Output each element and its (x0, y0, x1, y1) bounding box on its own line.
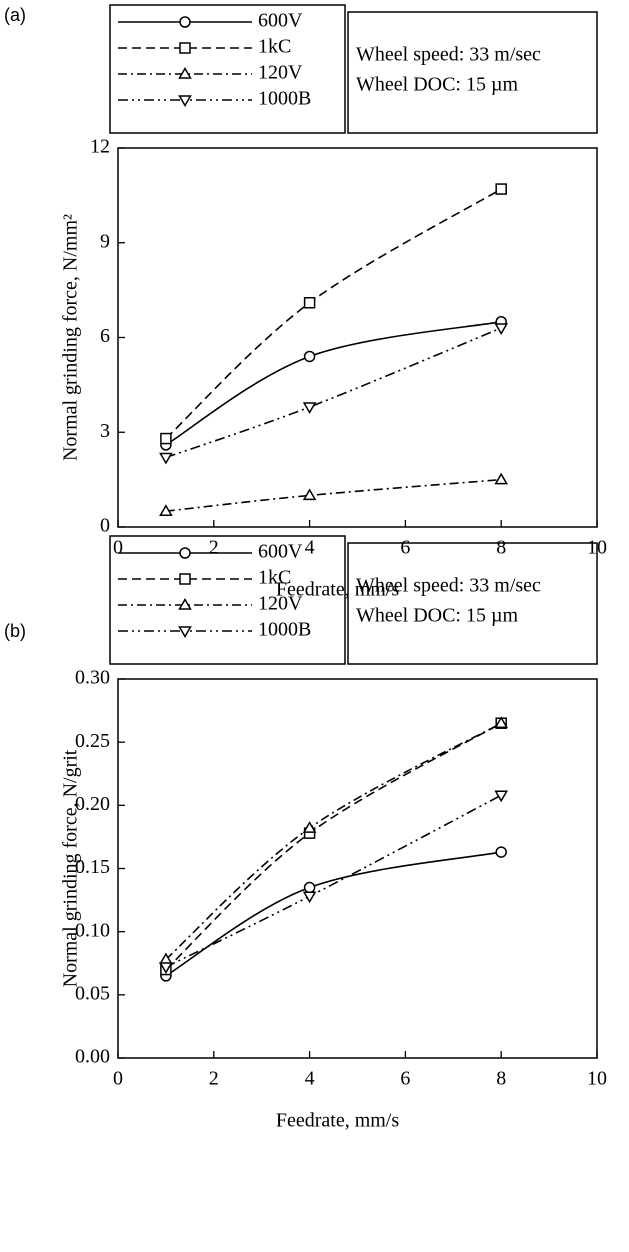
annotation: Wheel DOC: 15 µm (356, 605, 518, 627)
annotation: Wheel speed: 33 m/sec (356, 575, 541, 597)
panel-label: (a) (4, 5, 26, 25)
y-tick-label: 0.30 (75, 667, 110, 689)
annotation-box (347, 542, 598, 665)
x-axis-label: Feedrate, mm/s (276, 1110, 400, 1132)
y-tick-label: 0 (100, 515, 110, 537)
y-tick-label: 0.20 (75, 793, 110, 815)
data-point (494, 323, 509, 336)
data-point (302, 821, 317, 833)
x-tick-label: 2 (209, 537, 219, 559)
data-point (495, 183, 507, 195)
y-tick-label: 0.00 (75, 1046, 110, 1068)
marker (179, 16, 191, 28)
x-tick-label: 6 (400, 1068, 410, 1090)
x-tick-label: 10 (587, 1068, 607, 1090)
x-axis-label: Feedrate, mm/s (276, 579, 400, 601)
y-tick-label: 6 (100, 325, 110, 347)
x-tick-label: 4 (305, 537, 315, 559)
data-point (159, 504, 173, 516)
plot-frame (117, 678, 598, 1059)
marker (178, 95, 192, 107)
y-axis-label: Normal grinding force, N/mm² (60, 214, 82, 461)
series-line (165, 327, 502, 459)
data-point (494, 716, 509, 728)
y-tick-label: 0.15 (75, 856, 110, 878)
legend-box (109, 4, 346, 134)
legend-label: 120V (258, 62, 303, 84)
legend-label: 1kC (258, 567, 291, 589)
data-point (302, 891, 317, 904)
x-tick-label: 6 (400, 537, 410, 559)
data-point (160, 432, 172, 445)
data-point (495, 846, 507, 858)
data-point (303, 881, 316, 894)
marker (178, 626, 192, 638)
data-point (302, 402, 317, 414)
data-point (494, 472, 509, 485)
x-tick-label: 8 (496, 1068, 506, 1090)
data-point (303, 350, 316, 363)
x-tick-label: 4 (305, 1068, 315, 1090)
marker (179, 547, 191, 559)
marker (178, 67, 192, 79)
y-tick-label: 3 (100, 420, 110, 442)
y-tick-label: 0.05 (75, 982, 110, 1004)
legend-label: 120V (258, 593, 303, 615)
marker (179, 573, 191, 585)
x-tick-label: 2 (209, 1068, 219, 1090)
legend-box (109, 535, 346, 665)
series-line (165, 320, 502, 446)
panel-label: (b) (4, 621, 26, 641)
data-point (302, 488, 317, 501)
y-tick-label: 12 (90, 136, 110, 158)
data-point (159, 962, 173, 975)
data-point (303, 297, 316, 309)
legend-label: 1000B (258, 619, 311, 641)
legend-label: 600V (258, 10, 303, 32)
legend-label: 1kC (258, 36, 291, 58)
series-line (165, 722, 502, 971)
legend-label: 600V (258, 541, 303, 563)
y-tick-label: 0.10 (75, 919, 110, 941)
y-tick-label: 9 (100, 230, 110, 252)
x-tick-label: 0 (113, 1068, 123, 1090)
annotation: Wheel speed: 33 m/sec (356, 44, 541, 66)
marker (179, 42, 191, 54)
y-tick-label: 0.25 (75, 730, 110, 752)
series-line (165, 722, 502, 961)
annotation-box (347, 11, 598, 134)
data-point (159, 452, 173, 465)
x-tick-label: 8 (496, 537, 506, 559)
legend-label: 1000B (258, 88, 311, 110)
data-point (494, 790, 509, 803)
y-axis-label: Normal grinding force, N/grit (60, 749, 82, 987)
series-line (165, 851, 502, 977)
series-line (165, 188, 502, 440)
series-line (165, 478, 502, 513)
plot-frame (117, 147, 598, 528)
annotation: Wheel DOC: 15 µm (356, 74, 518, 96)
marker (178, 598, 192, 610)
x-tick-label: 0 (113, 537, 123, 559)
